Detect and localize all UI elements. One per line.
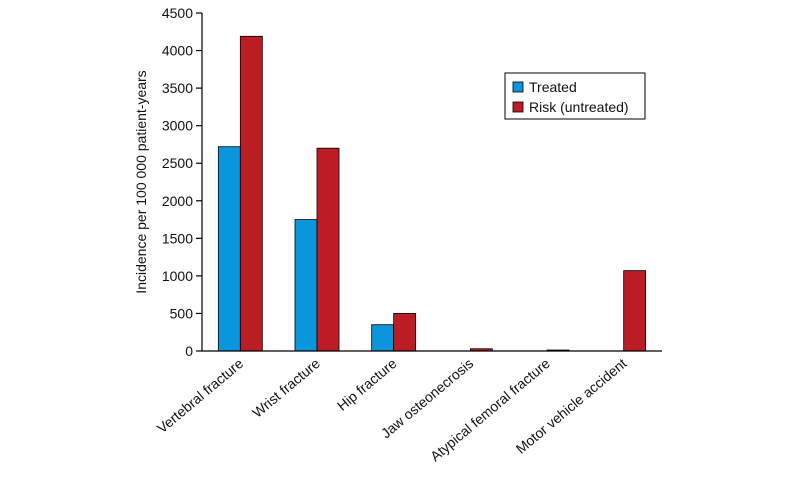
bar-risk-untreated xyxy=(239,35,263,352)
y-tick-label: 4500 xyxy=(162,5,193,21)
y-axis-title: Incidence per 100 000 patient-years xyxy=(133,70,149,293)
y-ticks: 0 500 1000 1500 2000 2500 3000 3500 4000 4500 xyxy=(162,5,202,359)
bar-treated xyxy=(294,219,318,352)
y-tick-label: 1500 xyxy=(162,230,193,246)
legend-swatch xyxy=(512,81,524,93)
x-category-label: Wrist fracture xyxy=(249,355,323,421)
legend: Treated Risk (untreated) xyxy=(504,72,646,120)
legend-swatch xyxy=(512,101,524,113)
legend-label: Risk (untreated) xyxy=(529,99,629,115)
legend-box xyxy=(504,72,646,120)
y-tick-label: 3000 xyxy=(162,118,193,134)
x-category-label: Hip fracture xyxy=(334,355,400,414)
y-tick-label: 0 xyxy=(185,343,193,359)
y-tick-label: 500 xyxy=(170,305,194,321)
bar-risk-untreated xyxy=(316,147,340,352)
bars-layer xyxy=(217,35,647,352)
axes-layer xyxy=(201,13,662,352)
x-category-label: Vertebral fracture xyxy=(154,355,247,436)
legend-label: Treated xyxy=(529,79,577,95)
y-tick-label: 2000 xyxy=(162,193,193,209)
y-tick-label: 1000 xyxy=(162,268,193,284)
y-tick-label: 4000 xyxy=(162,43,193,59)
y-tick-label: 2500 xyxy=(162,155,193,171)
bar-treated xyxy=(217,146,241,352)
y-tick-label: 3500 xyxy=(162,80,193,96)
bar-treated xyxy=(371,324,395,352)
bar-risk-untreated xyxy=(393,313,417,352)
x-category-labels: Vertebral fracture Wrist fracture Hip frac… xyxy=(154,355,630,464)
bar-risk-untreated xyxy=(623,270,647,352)
